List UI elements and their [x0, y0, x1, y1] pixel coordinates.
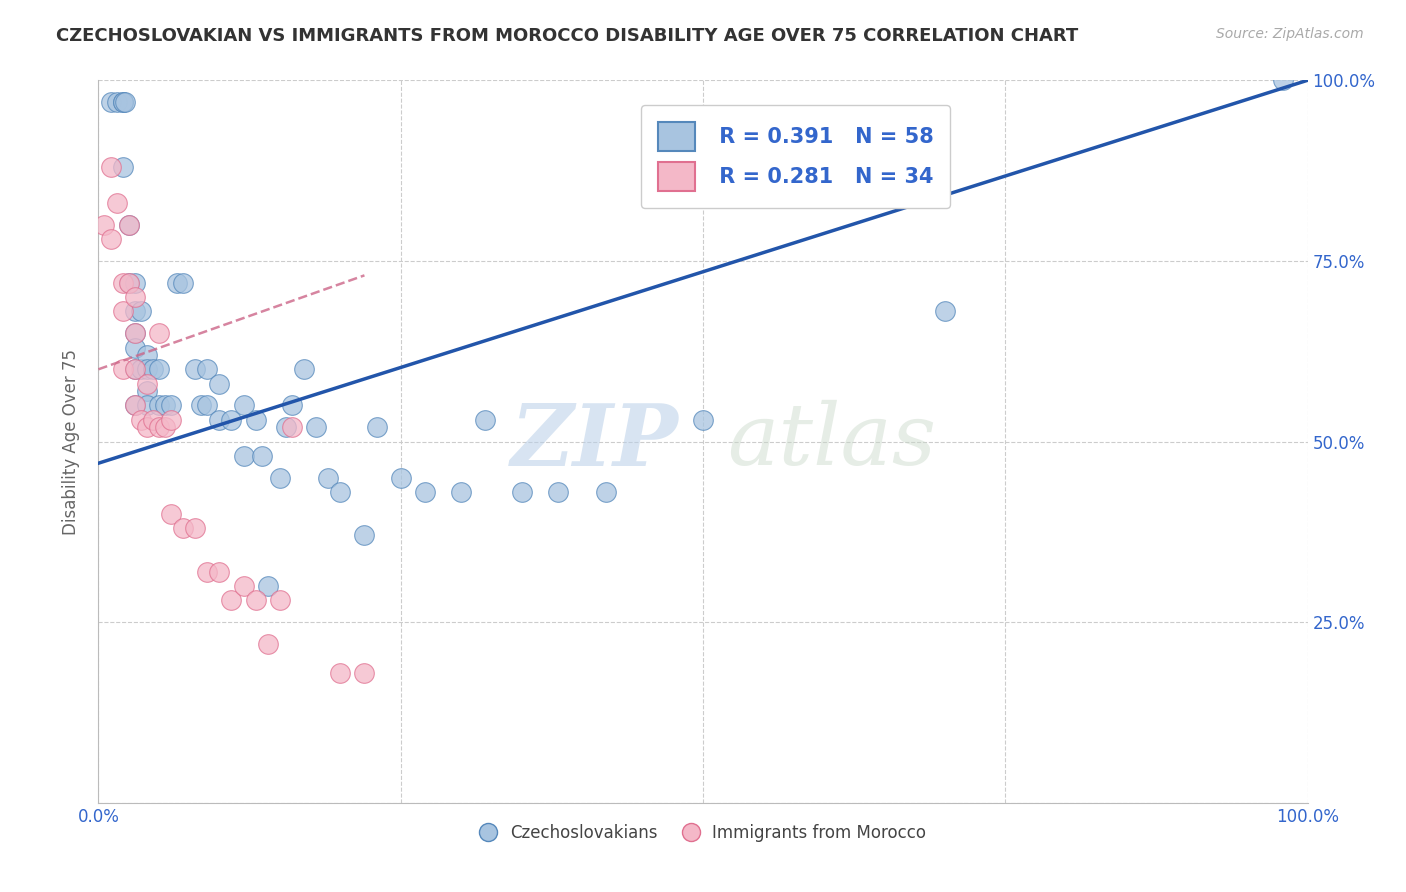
Point	[129, 413, 152, 427]
Point	[142, 413, 165, 427]
Point	[135, 362, 157, 376]
Point	[934, 304, 956, 318]
Point	[114, 95, 136, 109]
Point	[124, 326, 146, 340]
Point	[135, 376, 157, 391]
Point	[208, 413, 231, 427]
Point	[305, 420, 328, 434]
Point	[329, 665, 352, 680]
Point	[100, 95, 122, 109]
Y-axis label: Disability Age Over 75: Disability Age Over 75	[62, 349, 80, 534]
Point	[111, 304, 134, 318]
Point	[160, 507, 183, 521]
Point	[172, 276, 194, 290]
Point	[269, 593, 291, 607]
Point	[124, 362, 146, 376]
Point	[232, 398, 254, 412]
Point	[316, 470, 339, 484]
Point	[124, 341, 146, 355]
Point	[118, 276, 141, 290]
Text: Source: ZipAtlas.com: Source: ZipAtlas.com	[1216, 27, 1364, 41]
Point	[166, 276, 188, 290]
Point	[148, 362, 170, 376]
Point	[256, 579, 278, 593]
Point	[195, 362, 218, 376]
Point	[232, 579, 254, 593]
Point	[124, 290, 146, 304]
Point	[474, 413, 496, 427]
Point	[153, 398, 176, 412]
Point	[208, 376, 231, 391]
Text: ZIP: ZIP	[510, 400, 679, 483]
Point	[510, 485, 533, 500]
Point	[105, 95, 128, 109]
Point	[100, 160, 122, 174]
Point	[118, 218, 141, 232]
Point	[129, 304, 152, 318]
Point	[292, 362, 315, 376]
Point	[135, 420, 157, 434]
Point	[160, 398, 183, 412]
Point	[221, 593, 243, 607]
Point	[190, 398, 212, 412]
Point	[353, 665, 375, 680]
Point	[1272, 73, 1295, 87]
Point	[245, 413, 267, 427]
Text: atlas: atlas	[727, 401, 936, 483]
Point	[413, 485, 436, 500]
Point	[184, 362, 207, 376]
Point	[269, 470, 291, 484]
Point	[124, 398, 146, 412]
Point	[111, 276, 134, 290]
Point	[100, 232, 122, 246]
Point	[195, 398, 218, 412]
Point	[692, 413, 714, 427]
Point	[281, 420, 304, 434]
Point	[124, 276, 146, 290]
Point	[142, 362, 165, 376]
Point	[148, 420, 170, 434]
Point	[118, 276, 141, 290]
Text: CZECHOSLOVAKIAN VS IMMIGRANTS FROM MOROCCO DISABILITY AGE OVER 75 CORRELATION CH: CZECHOSLOVAKIAN VS IMMIGRANTS FROM MOROC…	[56, 27, 1078, 45]
Point	[111, 95, 134, 109]
Point	[124, 326, 146, 340]
Point	[135, 384, 157, 398]
Point	[184, 521, 207, 535]
Point	[160, 413, 183, 427]
Point	[172, 521, 194, 535]
Point	[148, 398, 170, 412]
Point	[232, 449, 254, 463]
Point	[105, 196, 128, 211]
Point	[111, 160, 134, 174]
Point	[274, 420, 297, 434]
Point	[153, 420, 176, 434]
Point	[135, 348, 157, 362]
Point	[195, 565, 218, 579]
Point	[353, 528, 375, 542]
Point	[111, 362, 134, 376]
Point	[93, 218, 115, 232]
Point	[256, 637, 278, 651]
Point	[245, 593, 267, 607]
Point	[366, 420, 388, 434]
Point	[124, 398, 146, 412]
Point	[129, 362, 152, 376]
Point	[118, 218, 141, 232]
Point	[281, 398, 304, 412]
Point	[595, 485, 617, 500]
Legend: Czechoslovakians, Immigrants from Morocco: Czechoslovakians, Immigrants from Morocc…	[472, 817, 934, 848]
Point	[329, 485, 352, 500]
Point	[250, 449, 273, 463]
Point	[389, 470, 412, 484]
Point	[208, 565, 231, 579]
Point	[124, 304, 146, 318]
Point	[450, 485, 472, 500]
Point	[135, 398, 157, 412]
Point	[148, 326, 170, 340]
Point	[124, 362, 146, 376]
Point	[547, 485, 569, 500]
Point	[221, 413, 243, 427]
Point	[111, 95, 134, 109]
